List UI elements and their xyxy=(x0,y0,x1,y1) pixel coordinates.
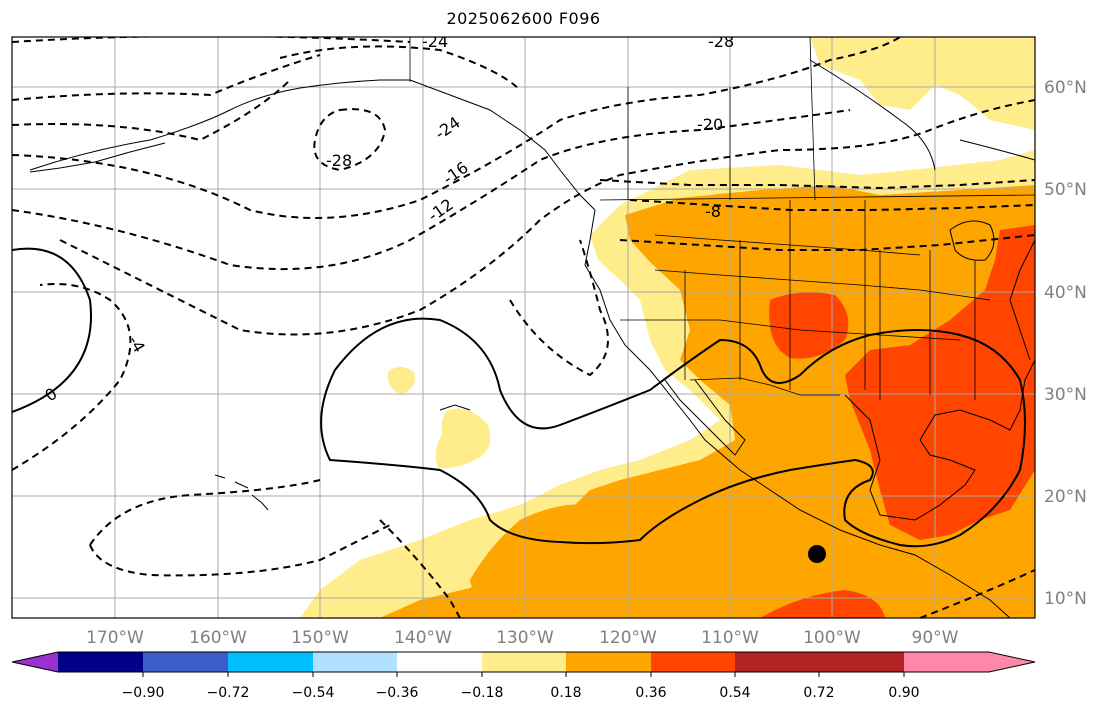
contour-dashed-low xyxy=(313,108,387,172)
colorbar-segment xyxy=(651,652,735,672)
colorbar-arrow-left xyxy=(12,652,58,672)
colorbar-label: 0.90 xyxy=(888,685,919,701)
colorbar-label: 0.18 xyxy=(550,685,581,701)
coast-gulf xyxy=(844,359,1035,521)
colorbar-labels: −0.90 −0.72 −0.54 −0.36 −0.18 0.18 0.36 … xyxy=(122,685,920,701)
contour-label: -20 xyxy=(697,115,723,134)
contour-label: -28 xyxy=(708,32,734,51)
contour-lines xyxy=(12,37,1035,618)
colorbar-ticks xyxy=(142,672,905,677)
fill-high-south xyxy=(760,590,885,618)
lat-label: 30°N xyxy=(1044,385,1087,405)
coast-hawaii xyxy=(214,474,269,511)
colorbar-segment xyxy=(143,652,228,672)
colorbar-label: 0.54 xyxy=(719,685,750,701)
contour-dashed-7 xyxy=(59,99,1035,336)
lon-label: 90°W xyxy=(912,628,959,648)
contour-dashed-14 xyxy=(89,524,391,577)
lat-label: 10°N xyxy=(1044,589,1087,609)
contour-dashed-4 xyxy=(12,79,291,142)
coast-canada-arctic xyxy=(809,59,1035,171)
contour-label: -8 xyxy=(705,202,721,221)
colorbar-segment xyxy=(735,652,819,672)
contour-label: -28 xyxy=(326,151,352,170)
colorbar-segment xyxy=(313,652,397,672)
coast-guadalupe xyxy=(439,404,471,411)
fill-light-north xyxy=(810,37,1035,130)
contour-dashed-3 xyxy=(12,54,321,101)
lat-label: 20°N xyxy=(1044,487,1087,507)
colorbar-segment xyxy=(58,652,143,672)
colorbar-label: −0.90 xyxy=(122,685,165,701)
colorbar-label: −0.54 xyxy=(292,685,335,701)
lon-label: 130°W xyxy=(496,628,554,648)
map-frame xyxy=(11,36,1036,619)
lon-label: 110°W xyxy=(701,628,759,648)
contour-dashed-13 xyxy=(89,479,461,618)
lat-label: 40°N xyxy=(1044,283,1087,303)
colorbar-segment xyxy=(228,652,313,672)
fill-light-blob-b xyxy=(435,408,491,469)
contour-dashed-2 xyxy=(279,45,521,91)
coast-alaska xyxy=(29,79,596,211)
contour-dashed-12 xyxy=(599,179,1035,190)
location-marker xyxy=(808,545,826,563)
contour-label: -24 xyxy=(422,32,448,51)
contour-dashed-9 xyxy=(509,239,609,377)
colorbar-label: −0.36 xyxy=(376,685,419,701)
fill-mid-main xyxy=(380,185,1035,618)
coast-greatlakes xyxy=(949,220,995,261)
colorbar xyxy=(11,651,1036,673)
lon-label: 150°W xyxy=(291,628,349,648)
colorbar-segment xyxy=(482,652,566,672)
contour-dashed-10 xyxy=(619,234,1035,251)
colorbar-segment-upper xyxy=(819,652,904,672)
lon-label: 170°W xyxy=(86,628,144,648)
lat-label: 50°N xyxy=(1044,180,1087,200)
contour-dashed-5 xyxy=(12,37,901,219)
longitude-axis: 170°W 160°W 150°W 140°W 130°W 120°W 110°… xyxy=(86,628,959,648)
contour-dashed-8 xyxy=(12,283,132,471)
coastlines xyxy=(29,59,1035,618)
lon-label: 160°W xyxy=(189,628,247,648)
lat-label: 60°N xyxy=(1044,78,1087,98)
graticule xyxy=(12,37,1035,618)
contour-solid-0 xyxy=(12,247,92,413)
colorbar-arrow-right xyxy=(904,652,1035,672)
shaded-anomaly-layer xyxy=(300,37,1035,618)
colorbar-label: 0.36 xyxy=(635,685,666,701)
latitude-axis: 60°N 50°N 40°N 30°N 20°N 10°N xyxy=(1044,78,1087,609)
contour-dashed-15 xyxy=(919,569,1035,618)
fill-mid-west xyxy=(470,504,603,592)
coast-aleutians xyxy=(29,142,166,173)
contour-solid-mid xyxy=(320,317,1026,548)
contour-dashed-1 xyxy=(12,37,411,43)
colorbar-label: 0.72 xyxy=(803,685,834,701)
colorbar-label: −0.18 xyxy=(461,685,504,701)
fill-high-plains xyxy=(769,292,849,359)
colorbar-label: −0.72 xyxy=(207,685,250,701)
fill-high-east xyxy=(845,225,1035,540)
colorbar-outline xyxy=(11,651,1036,673)
lon-label: 100°W xyxy=(803,628,861,648)
coast-eastus xyxy=(1009,239,1035,361)
contour-dashed-6 xyxy=(12,109,851,271)
map-panel: -24 -28 -28 -24 -20 -16 -12 -8 -4 0 xyxy=(12,32,1035,618)
fill-light-blob-a xyxy=(387,367,415,394)
colorbar-segment xyxy=(397,652,482,672)
coast-westus xyxy=(584,209,1011,618)
colorbar-segment xyxy=(566,652,651,672)
lon-label: 140°W xyxy=(394,628,452,648)
lon-label: 120°W xyxy=(599,628,657,648)
coast-baja xyxy=(664,379,746,456)
contour-dashed-11 xyxy=(629,199,1035,211)
map-title: 2025062600 F096 xyxy=(446,9,601,28)
